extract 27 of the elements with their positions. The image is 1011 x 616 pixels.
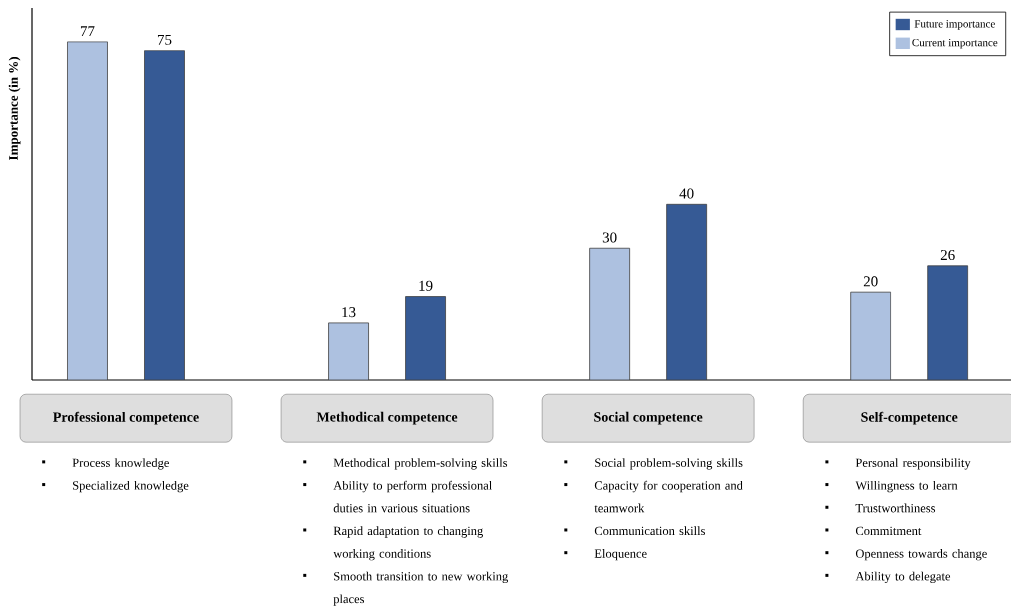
legend-label: Future importance (914, 20, 995, 30)
text: Personal responsibility Willingness to learn Trustworthiness Commitment Openness towards change Ability to delegate (855, 458, 987, 584)
data-label: 75 (157, 34, 172, 45)
legend-label: Current importance (912, 38, 998, 49)
y-axis-title: Importance (in %) (8, 57, 21, 160)
data-label: 19 (419, 280, 433, 291)
bar (850, 291, 892, 380)
x-tick-label: Professional competence (53, 411, 199, 425)
data-label: 40 (679, 188, 694, 199)
data-label: 20 (863, 276, 878, 287)
bar (589, 247, 631, 380)
data-label: 30 (602, 232, 617, 243)
data-label: 77 (80, 26, 95, 37)
text: Process knowledge Specialized knowledge (72, 458, 189, 493)
x-tick-label: Methodical competence (316, 411, 458, 425)
bar (144, 50, 185, 380)
bar (405, 296, 446, 380)
bar (927, 265, 969, 380)
x-tick-label: Self-competence (861, 411, 958, 425)
data-label: 26 (940, 250, 955, 261)
bar (328, 322, 369, 380)
data-label: 13 (342, 307, 356, 318)
text: Social problem-solving skills Capacity for cooperation and teamwork Communication skills Eloquence (594, 458, 743, 561)
text: Methodical problem-solving skills Ability to perform professional duties in various situations Rapid adaptation to changing working conditions Smooth transition to new working places (333, 458, 509, 606)
bar (67, 41, 108, 380)
x-tick-label: Social competence (594, 411, 703, 425)
bar (666, 203, 708, 380)
